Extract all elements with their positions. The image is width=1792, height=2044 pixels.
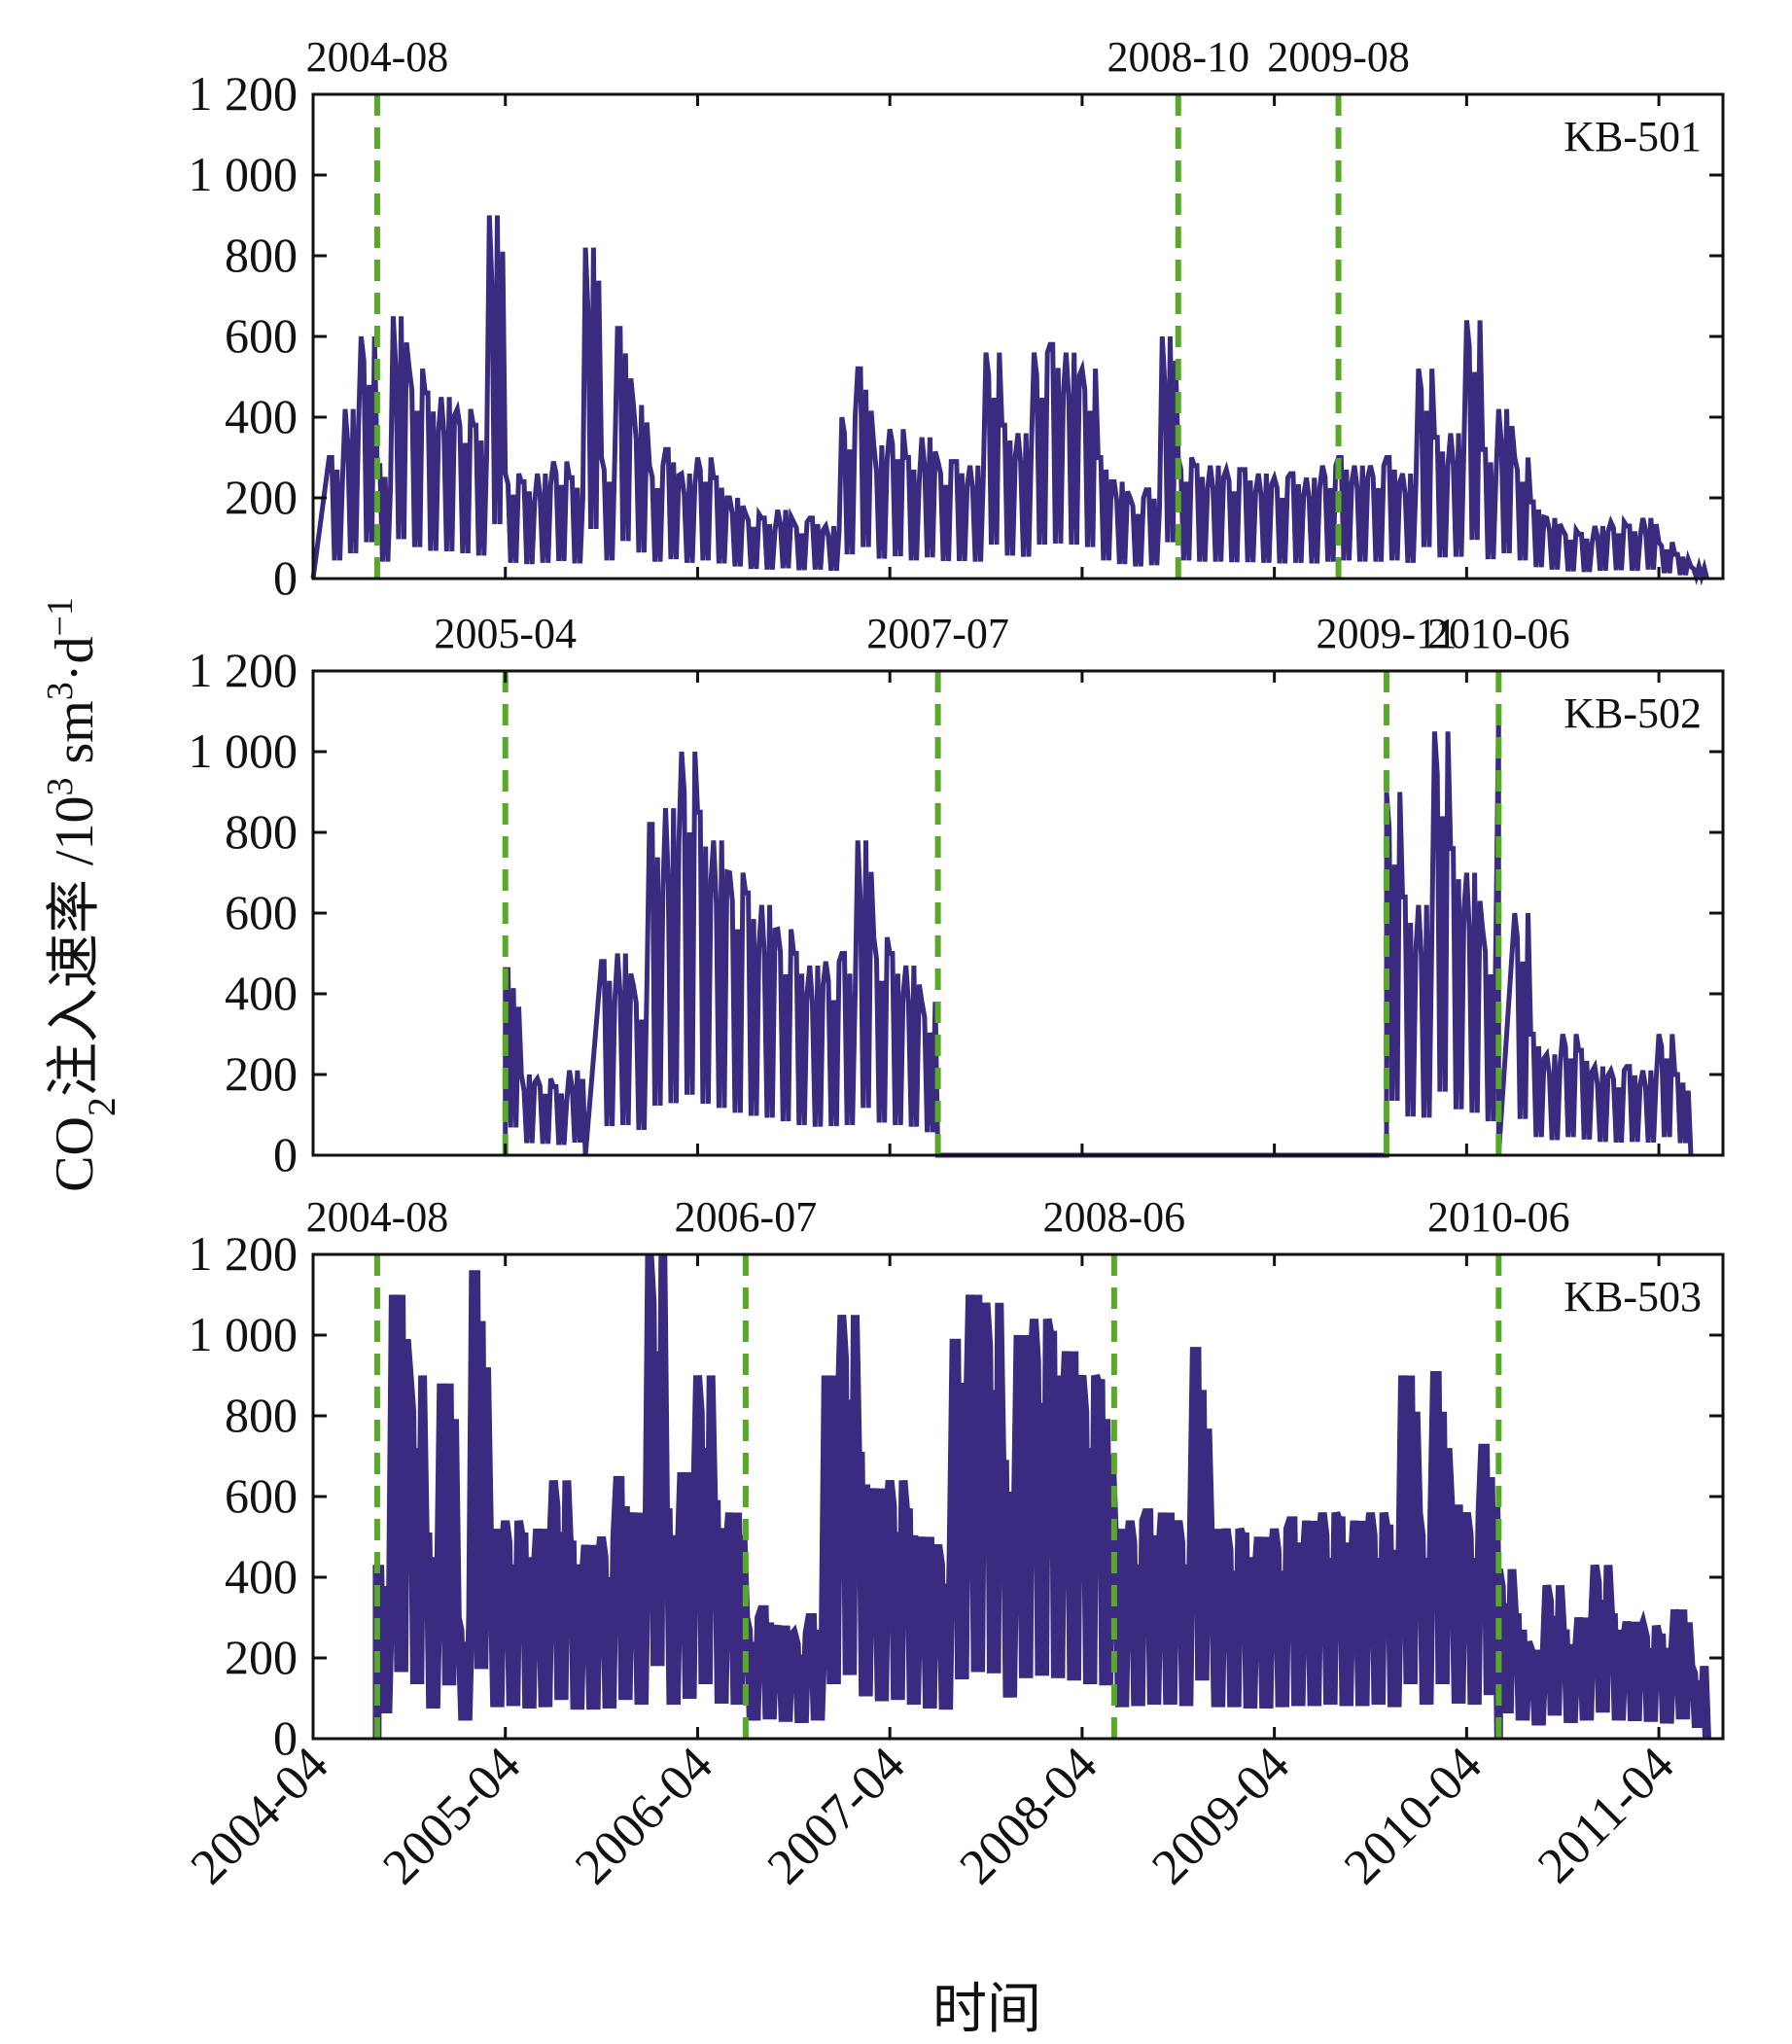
series-line-kb-503 <box>372 1253 1711 1740</box>
panel-kb-503: 2004-08 2006-07 2008-06 2010-06 0 200 400 600 80… <box>189 1193 1725 1765</box>
marker-label-2005-04: 2005-04 <box>434 610 577 657</box>
x-tick-label: 2011-04 <box>1528 1737 1684 1893</box>
y-tick-label: 600 <box>225 1468 298 1523</box>
chart-panels: 2004-08 2008-10 2009-08 0 200 400 600 800 1 000 1… <box>189 33 1725 1765</box>
x-tick-label: 2004-04 <box>181 1737 339 1895</box>
x-tick-label: 2010-04 <box>1334 1737 1493 1895</box>
y-tick-label: 1 000 <box>189 1307 299 1361</box>
x-axis-title: 时间 <box>932 1978 1041 2041</box>
y-tick-label: 800 <box>225 228 298 282</box>
y-axis-title: CO2注入速率 /103 sm3·d−1 <box>40 597 123 1192</box>
y-tick-label: 600 <box>225 308 298 363</box>
y-tick-label: 800 <box>225 804 298 859</box>
y-tick-label: 800 <box>225 1388 298 1442</box>
x-tick-label: 2009-04 <box>1142 1737 1300 1895</box>
series-line-kb-502 <box>503 711 1694 1158</box>
marker-label-2008-06: 2008-06 <box>1043 1193 1186 1241</box>
well-label: KB-503 <box>1564 1273 1702 1321</box>
well-label: KB-501 <box>1564 113 1702 160</box>
y-tick-label: 200 <box>225 1630 298 1684</box>
y-tick-label: 1 000 <box>189 147 299 201</box>
series-line-kb-501 <box>310 215 1709 586</box>
y-tick-label: 200 <box>225 1046 298 1101</box>
y-tick-label: 1 200 <box>189 643 299 697</box>
y-tick-label: 1 200 <box>189 1226 299 1281</box>
marker-label-2008-10: 2008-10 <box>1107 33 1249 81</box>
marker-label-2004-08: 2004-08 <box>306 1193 449 1241</box>
y-tick-label: 400 <box>225 389 298 443</box>
x-tick-label: 2005-04 <box>372 1737 531 1895</box>
marker-label-2004-08: 2004-08 <box>306 33 449 81</box>
y-tick-label: 400 <box>225 966 298 1020</box>
y-tick-label: 600 <box>225 885 298 939</box>
marker-label-2010-06: 2010-06 <box>1427 610 1570 657</box>
x-tick-label: 2008-04 <box>950 1737 1108 1895</box>
well-label: KB-502 <box>1564 689 1702 737</box>
x-tick-label: 2006-04 <box>565 1737 723 1895</box>
y-tick-label: 0 <box>273 1127 298 1181</box>
y-tick-label: 0 <box>273 550 298 605</box>
y-tick-label: 1 200 <box>189 66 299 121</box>
marker-label-2007-07: 2007-07 <box>866 610 1009 657</box>
marker-label-2010-06: 2010-06 <box>1427 1193 1570 1241</box>
marker-label-2009-11: 2009-11 <box>1316 610 1457 657</box>
y-tick-label: 1 000 <box>189 723 299 778</box>
x-tick-label: 2007-04 <box>757 1737 916 1895</box>
y-tick-label: 200 <box>225 470 298 524</box>
marker-label-2006-07: 2006-07 <box>675 1193 818 1241</box>
x-tick-labels: 2004-04 2005-04 2006-04 2007-04 2008-04 2009-… <box>181 1737 1685 1895</box>
panel-kb-501: 2004-08 2008-10 2009-08 0 200 400 600 800 1 000 1… <box>189 33 1725 605</box>
y-tick-label: 0 <box>273 1710 298 1765</box>
y-tick-label: 400 <box>225 1549 298 1603</box>
marker-label-2009-08: 2009-08 <box>1267 33 1410 81</box>
